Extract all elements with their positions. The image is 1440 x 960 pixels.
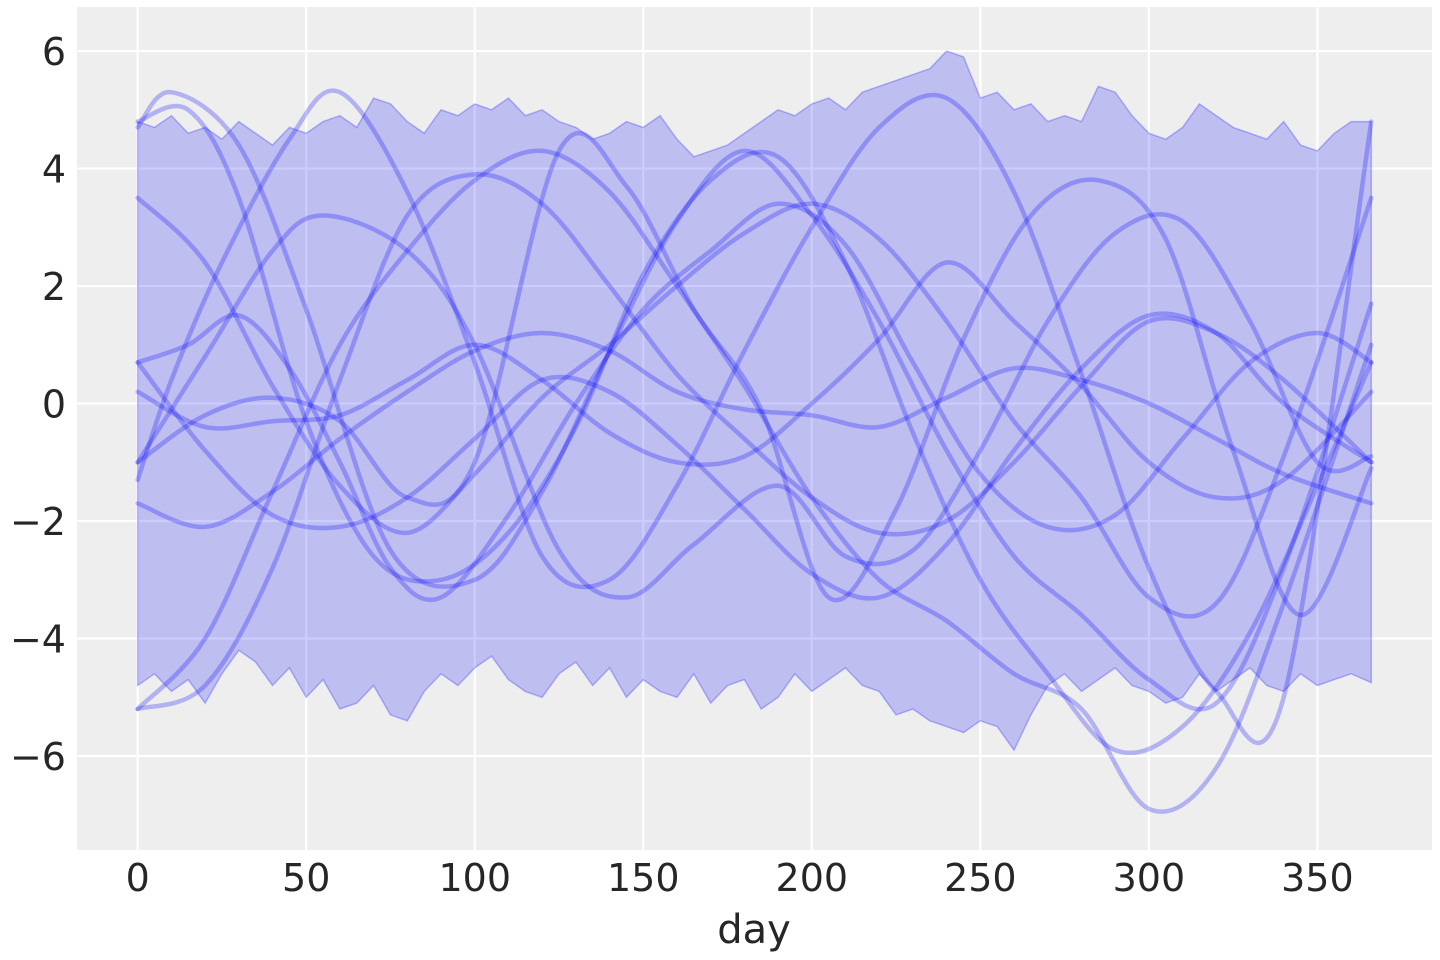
x-tick-labels: 0 50 100 150 200 250 300 350 <box>126 856 1354 900</box>
sample-line-5 <box>135 211 1374 600</box>
sample-line-9 <box>135 172 1374 712</box>
sample-line-8 <box>135 330 1374 530</box>
y-tick-labels: −6 −4 −2 0 2 4 6 <box>10 30 66 779</box>
y-tick-label: −4 <box>10 618 66 662</box>
sample-line-11 <box>135 311 1374 601</box>
sample-line-4 <box>135 195 1374 619</box>
x-tick-label: 150 <box>607 856 680 900</box>
grid <box>77 7 1432 850</box>
y-tick-label: 0 <box>42 383 66 427</box>
x-axis-label: day <box>717 907 791 953</box>
y-tick-label: 6 <box>42 30 66 74</box>
sample-line-6 <box>135 201 1374 603</box>
hdi-band <box>136 50 1373 752</box>
x-tick-label: 200 <box>776 856 849 900</box>
sample-line-2 <box>135 88 1374 745</box>
x-tick-label: 100 <box>438 856 511 900</box>
lines-layer <box>135 88 1374 814</box>
sample-line-12 <box>135 148 1374 814</box>
x-tick-label: 0 <box>126 856 150 900</box>
y-tick-label: −2 <box>10 500 66 544</box>
band-layer <box>136 50 1373 752</box>
plot-background <box>77 7 1432 850</box>
x-tick-label: 250 <box>944 856 1017 900</box>
y-tick-label: 2 <box>42 265 66 309</box>
sample-line-1 <box>135 103 1374 756</box>
sample-line-7 <box>135 260 1374 501</box>
x-tick-label: 50 <box>282 856 330 900</box>
sample-line-10 <box>135 131 1374 618</box>
y-tick-label: 4 <box>42 148 66 192</box>
x-tick-label: 300 <box>1113 856 1186 900</box>
sample-line-3 <box>135 89 1374 712</box>
y-tick-label: −6 <box>10 735 66 779</box>
x-tick-label: 350 <box>1281 856 1354 900</box>
